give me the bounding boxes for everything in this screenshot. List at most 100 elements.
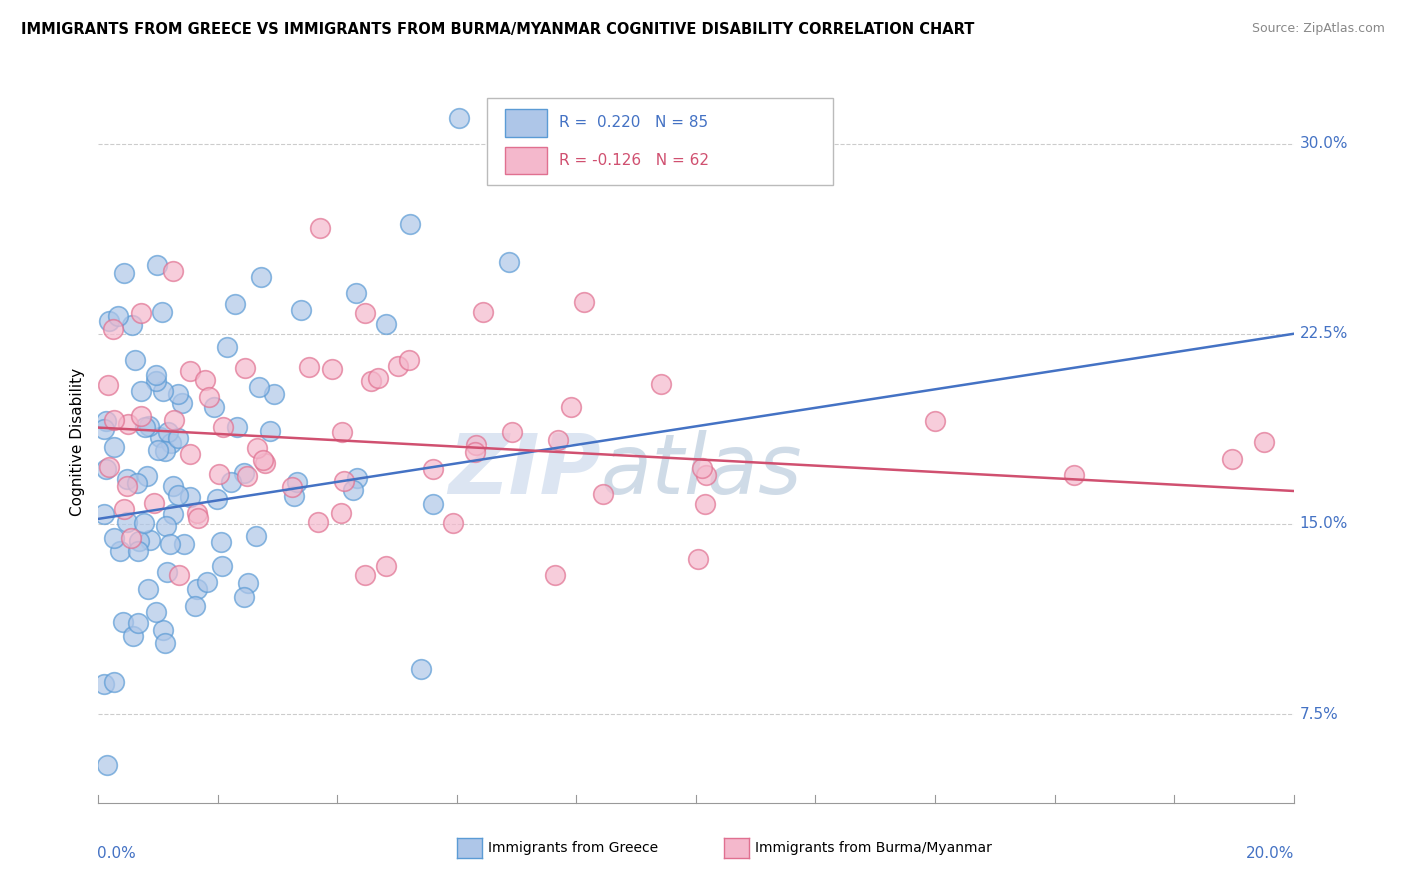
Point bbox=[173, 537, 195, 551]
Point bbox=[167, 567, 190, 582]
Point bbox=[145, 375, 167, 389]
Point bbox=[263, 387, 285, 401]
Point bbox=[560, 400, 582, 414]
Point bbox=[150, 305, 173, 319]
Point bbox=[112, 266, 135, 280]
Point bbox=[194, 373, 217, 387]
Point bbox=[283, 489, 305, 503]
Point bbox=[232, 466, 254, 480]
FancyBboxPatch shape bbox=[486, 98, 834, 185]
Point bbox=[924, 414, 946, 428]
Point bbox=[422, 497, 444, 511]
Point bbox=[115, 472, 138, 486]
Point bbox=[236, 469, 259, 483]
Point bbox=[93, 422, 115, 436]
Point bbox=[94, 462, 117, 476]
Point bbox=[1063, 468, 1085, 483]
Point bbox=[170, 396, 193, 410]
Point bbox=[127, 616, 149, 631]
Point bbox=[138, 419, 160, 434]
Point bbox=[195, 574, 218, 589]
Text: IMMIGRANTS FROM GREECE VS IMMIGRANTS FROM BURMA/MYANMAR COGNITIVE DISABILITY COR: IMMIGRANTS FROM GREECE VS IMMIGRANTS FRO… bbox=[21, 22, 974, 37]
Point bbox=[96, 757, 118, 772]
Point bbox=[167, 488, 190, 502]
Point bbox=[167, 431, 190, 445]
Point bbox=[330, 425, 353, 439]
Point bbox=[1253, 435, 1275, 450]
Point bbox=[136, 582, 159, 596]
Point bbox=[112, 502, 135, 516]
Point bbox=[224, 297, 246, 311]
Point bbox=[160, 435, 183, 450]
Point bbox=[103, 413, 125, 427]
Point bbox=[250, 270, 273, 285]
Text: 15.0%: 15.0% bbox=[1299, 516, 1348, 532]
Point bbox=[117, 515, 139, 529]
Point bbox=[354, 306, 377, 320]
Point bbox=[112, 615, 135, 630]
Point bbox=[125, 475, 148, 490]
Point bbox=[254, 457, 277, 471]
Point bbox=[398, 352, 420, 367]
Point bbox=[97, 378, 120, 392]
Point bbox=[235, 360, 257, 375]
Point bbox=[307, 515, 329, 529]
Point bbox=[686, 551, 709, 566]
Text: Immigrants from Burma/Myanmar: Immigrants from Burma/Myanmar bbox=[755, 841, 991, 855]
Point bbox=[690, 461, 713, 475]
Point bbox=[101, 322, 124, 336]
Point bbox=[695, 497, 717, 511]
Point bbox=[179, 491, 201, 505]
Point bbox=[186, 582, 208, 597]
Point bbox=[298, 359, 321, 374]
Point bbox=[155, 636, 177, 650]
Point bbox=[127, 544, 149, 558]
Text: atlas: atlas bbox=[600, 430, 801, 511]
Point bbox=[97, 313, 120, 327]
Point bbox=[544, 567, 567, 582]
Point bbox=[592, 486, 614, 500]
Point bbox=[211, 558, 233, 573]
Point bbox=[179, 447, 201, 461]
Point bbox=[162, 508, 184, 522]
Point bbox=[115, 479, 138, 493]
Point bbox=[344, 285, 367, 300]
Point bbox=[342, 483, 364, 498]
Point bbox=[129, 409, 152, 423]
Text: R = -0.126   N = 62: R = -0.126 N = 62 bbox=[558, 153, 709, 168]
Point bbox=[156, 565, 179, 579]
Point bbox=[572, 295, 595, 310]
Point bbox=[309, 221, 332, 235]
Point bbox=[245, 529, 267, 543]
Point bbox=[209, 534, 232, 549]
Point bbox=[198, 391, 221, 405]
Point bbox=[159, 537, 181, 551]
Point bbox=[155, 519, 177, 533]
Point bbox=[132, 516, 155, 530]
Point bbox=[360, 374, 382, 388]
Text: 20.0%: 20.0% bbox=[1246, 847, 1295, 861]
Point bbox=[447, 112, 470, 126]
Point bbox=[259, 424, 281, 438]
Point bbox=[129, 384, 152, 398]
Point bbox=[367, 371, 389, 385]
Y-axis label: Cognitive Disability: Cognitive Disability bbox=[70, 368, 86, 516]
Point bbox=[152, 623, 174, 637]
Point bbox=[93, 677, 115, 691]
Point bbox=[148, 443, 170, 458]
Point bbox=[93, 508, 115, 522]
Point bbox=[215, 340, 238, 354]
Point bbox=[387, 359, 409, 373]
Point bbox=[167, 387, 190, 401]
Text: 22.5%: 22.5% bbox=[1299, 326, 1348, 342]
Point bbox=[129, 306, 152, 320]
Point bbox=[202, 400, 225, 414]
Point bbox=[107, 310, 129, 324]
Point bbox=[695, 468, 717, 483]
Point bbox=[399, 218, 422, 232]
Point bbox=[146, 258, 169, 272]
Point bbox=[409, 662, 432, 676]
Point bbox=[139, 533, 162, 548]
Point bbox=[501, 425, 523, 440]
Point bbox=[103, 674, 125, 689]
